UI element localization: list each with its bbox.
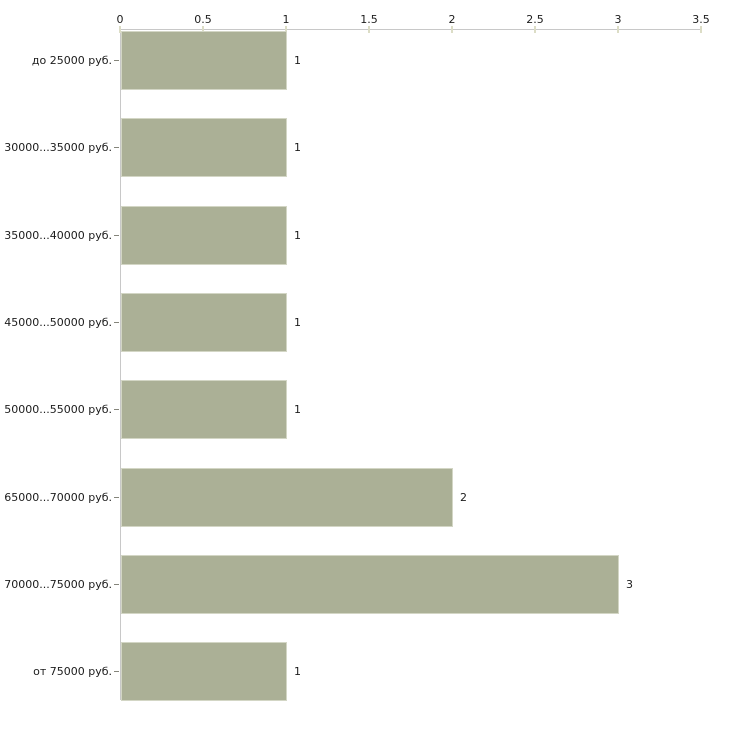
- x-axis-line: [120, 29, 702, 30]
- y-axis-line: [120, 29, 121, 700]
- category-label: 70000...75000 руб.: [4, 578, 112, 591]
- category-tick: [114, 409, 119, 410]
- x-axis-tick-label: 1: [282, 13, 290, 26]
- value-label: 1: [294, 403, 301, 416]
- bar: [121, 642, 287, 701]
- category-tick: [114, 584, 119, 585]
- x-axis-tick: [285, 26, 287, 33]
- category-tick: [114, 322, 119, 323]
- category-label: 35000...40000 руб.: [4, 229, 112, 242]
- category-label: 45000...50000 руб.: [4, 316, 112, 329]
- category-label: 65000...70000 руб.: [4, 491, 112, 504]
- bar: [121, 206, 287, 265]
- bar: [121, 380, 287, 439]
- x-axis-tick-label: 3: [614, 13, 622, 26]
- category-tick: [114, 497, 119, 498]
- x-axis-tick-label: 2: [448, 13, 456, 26]
- x-axis-tick: [119, 26, 121, 33]
- category-label: 50000...55000 руб.: [4, 403, 112, 416]
- bar: [121, 293, 287, 352]
- value-label: 1: [294, 229, 301, 242]
- x-axis-tick-label: 2.5: [526, 13, 544, 26]
- x-axis-tick-label: 0.5: [194, 13, 212, 26]
- category-label: от 75000 руб.: [33, 665, 112, 678]
- category-label: 30000...35000 руб.: [4, 141, 112, 154]
- x-axis-tick: [534, 26, 536, 33]
- value-label: 1: [294, 54, 301, 67]
- value-label: 3: [626, 578, 633, 591]
- bar: [121, 468, 453, 527]
- value-label: 1: [294, 141, 301, 154]
- value-label: 2: [460, 491, 467, 504]
- x-axis-tick-label: 1.5: [360, 13, 378, 26]
- bar: [121, 31, 287, 90]
- x-axis-tick: [617, 26, 619, 33]
- x-axis-tick-label: 3.5: [692, 13, 710, 26]
- x-axis-tick: [700, 26, 702, 33]
- category-tick: [114, 60, 119, 61]
- value-label: 1: [294, 316, 301, 329]
- bar: [121, 118, 287, 177]
- bar: [121, 555, 619, 614]
- category-tick: [114, 671, 119, 672]
- category-tick: [114, 235, 119, 236]
- value-label: 1: [294, 665, 301, 678]
- x-axis-tick: [451, 26, 453, 33]
- x-axis-tick-label: 0: [116, 13, 124, 26]
- x-axis-tick: [202, 26, 204, 33]
- x-axis-tick: [368, 26, 370, 33]
- category-label: до 25000 руб.: [31, 54, 112, 67]
- category-tick: [114, 147, 119, 148]
